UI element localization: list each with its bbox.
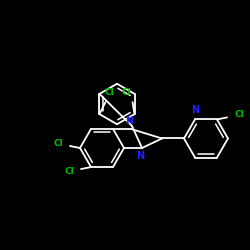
Text: Cl: Cl <box>104 88 114 96</box>
Text: N: N <box>136 151 144 161</box>
Text: Cl: Cl <box>53 140 63 148</box>
Text: Cl: Cl <box>234 110 244 119</box>
Text: N: N <box>191 106 199 116</box>
Text: Cl: Cl <box>64 166 74 175</box>
Text: Cl: Cl <box>122 88 132 96</box>
Text: N: N <box>125 116 133 126</box>
